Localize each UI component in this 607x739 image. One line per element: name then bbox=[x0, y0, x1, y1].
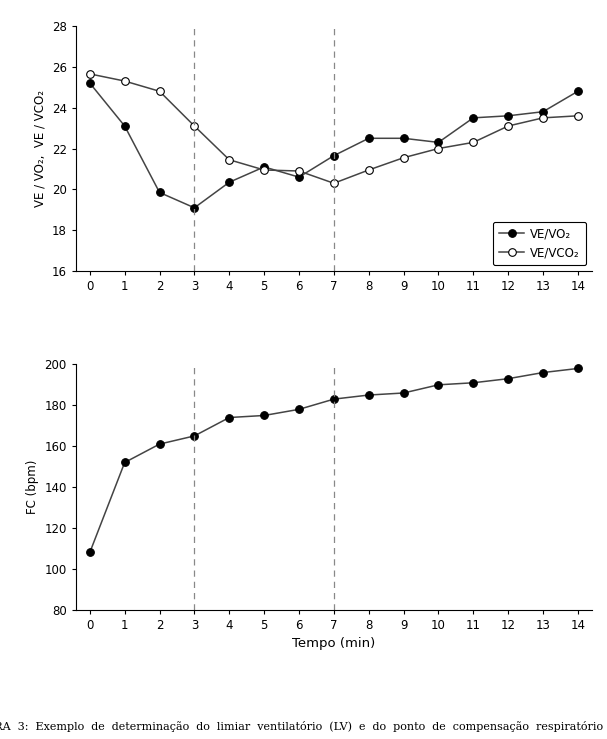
Line: VE/VCO₂: VE/VCO₂ bbox=[86, 70, 582, 187]
VE/VO₂ bbox=[156, 188, 163, 197]
X-axis label: Tempo (min): Tempo (min) bbox=[292, 637, 376, 650]
Line: VE/VO₂: VE/VO₂ bbox=[86, 79, 582, 211]
VE/VO₂ bbox=[504, 112, 512, 120]
VE/VO₂ bbox=[470, 113, 477, 122]
Legend: VE/VO₂, VE/VCO₂: VE/VO₂, VE/VCO₂ bbox=[493, 222, 586, 265]
VE/VCO₂ bbox=[156, 87, 163, 96]
VE/VCO₂ bbox=[121, 77, 128, 86]
VE/VCO₂ bbox=[365, 166, 372, 174]
VE/VCO₂ bbox=[435, 144, 442, 153]
VE/VO₂ bbox=[191, 203, 198, 212]
VE/VO₂ bbox=[330, 151, 337, 160]
VE/VO₂ bbox=[121, 122, 128, 131]
Y-axis label: VE / VO₂,  VE / VCO₂: VE / VO₂, VE / VCO₂ bbox=[33, 90, 46, 207]
VE/VCO₂ bbox=[330, 179, 337, 188]
VE/VO₂ bbox=[400, 134, 407, 143]
VE/VCO₂ bbox=[504, 122, 512, 131]
VE/VO₂ bbox=[574, 87, 582, 96]
VE/VCO₂ bbox=[191, 122, 198, 131]
VE/VO₂ bbox=[260, 163, 268, 171]
VE/VCO₂ bbox=[260, 166, 268, 174]
VE/VO₂ bbox=[540, 107, 547, 116]
VE/VO₂ bbox=[296, 173, 303, 182]
Y-axis label: FC (bpm): FC (bpm) bbox=[26, 460, 39, 514]
VE/VCO₂ bbox=[226, 155, 233, 164]
VE/VO₂ bbox=[226, 178, 233, 187]
VE/VCO₂ bbox=[86, 69, 93, 78]
VE/VO₂ bbox=[435, 138, 442, 147]
VE/VCO₂ bbox=[540, 113, 547, 122]
VE/VCO₂ bbox=[574, 112, 582, 120]
Text: FIGURA  3:  Exemplo  de  determinação  do  limiar  ventilatório  (LV)  e  do  po: FIGURA 3: Exemplo de determinação do lim… bbox=[0, 721, 607, 732]
VE/VCO₂ bbox=[400, 153, 407, 162]
VE/VCO₂ bbox=[296, 166, 303, 175]
VE/VCO₂ bbox=[470, 138, 477, 147]
VE/VO₂ bbox=[365, 134, 372, 143]
VE/VO₂ bbox=[86, 78, 93, 87]
